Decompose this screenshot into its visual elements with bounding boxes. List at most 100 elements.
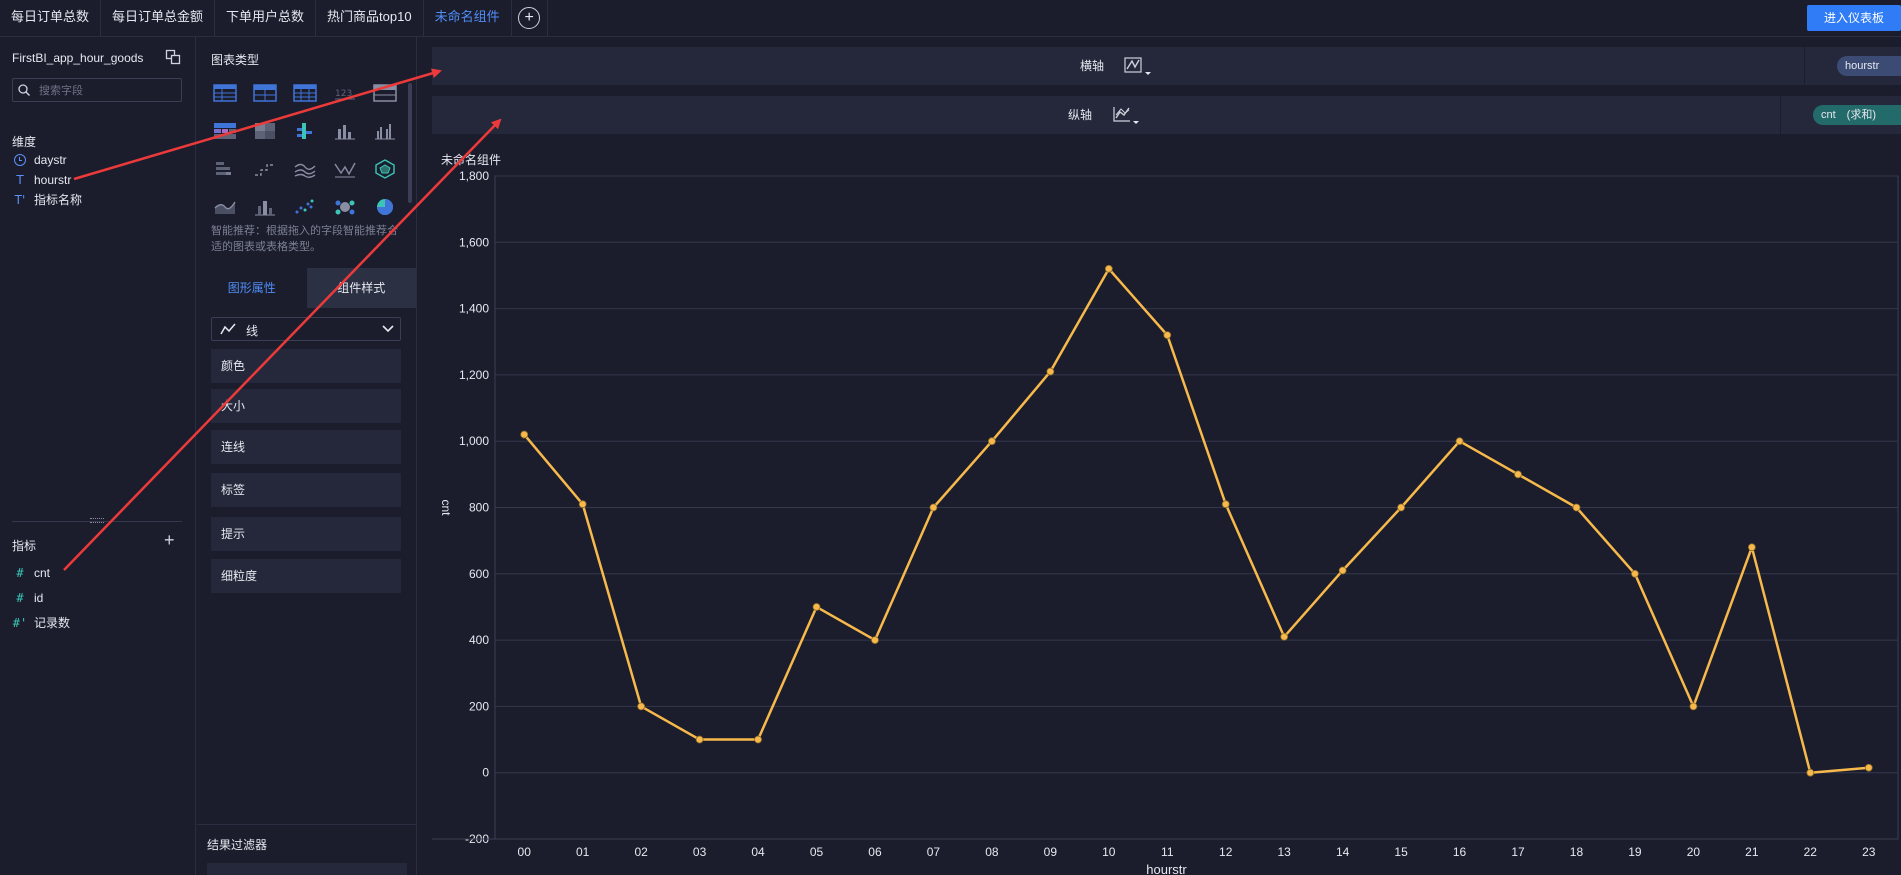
property-connect-line[interactable]: 连线 bbox=[211, 430, 401, 464]
measure-field-record-count[interactable]: #' 记录数 bbox=[12, 613, 70, 633]
field-search-box bbox=[12, 78, 182, 102]
radar-line-icon[interactable] bbox=[331, 155, 359, 183]
chart-type-grid: 123 bbox=[211, 79, 405, 231]
x-axis-shelf[interactable]: 横轴 hourstr bbox=[432, 47, 1901, 85]
detail-table-icon[interactable] bbox=[371, 79, 399, 107]
data-point bbox=[1864, 763, 1873, 772]
waterfall-chart-icon[interactable] bbox=[291, 117, 319, 145]
y-axis-title: cnt bbox=[439, 499, 453, 516]
property-color[interactable]: 颜色 bbox=[211, 349, 401, 383]
data-point bbox=[1221, 500, 1230, 509]
grouped-table-icon[interactable] bbox=[251, 79, 279, 107]
table-chart-icon[interactable] bbox=[211, 79, 239, 107]
x-axis-type-icon[interactable] bbox=[1124, 56, 1156, 78]
y-tick-label: 400 bbox=[469, 633, 489, 647]
data-point bbox=[1806, 768, 1815, 777]
property-label[interactable]: 标签 bbox=[211, 473, 401, 507]
x-tick-label: 07 bbox=[927, 845, 941, 859]
grouped-bar-icon[interactable] bbox=[371, 117, 399, 145]
chart-property-panel: 图表类型 123 智能推荐：根据拖入的字段智能推荐合适的图表或表格类型。 图形属… bbox=[197, 37, 417, 875]
data-point bbox=[929, 503, 938, 512]
x-field-pill[interactable]: hourstr bbox=[1837, 56, 1901, 76]
tab-order-user-count[interactable]: 下单用户总数 bbox=[215, 0, 317, 36]
pie-chart-icon[interactable] bbox=[371, 193, 399, 221]
tab-daily-order-count[interactable]: 每日订单总数 bbox=[0, 0, 102, 36]
scatter-chart-icon[interactable] bbox=[291, 193, 319, 221]
property-size[interactable]: 大小 bbox=[211, 389, 401, 423]
heatmap-table-icon[interactable] bbox=[211, 117, 239, 145]
area-chart-icon[interactable] bbox=[211, 193, 239, 221]
x-tick-label: 15 bbox=[1394, 845, 1408, 859]
hash-icon: # bbox=[16, 566, 24, 580]
property-granularity[interactable]: 细粒度 bbox=[211, 559, 401, 593]
kpi-number-icon[interactable]: 123 bbox=[331, 79, 359, 107]
x-tick-label: 11 bbox=[1161, 845, 1174, 859]
y-tick-label: 0 bbox=[482, 766, 489, 780]
x-axis-label: 横轴 bbox=[1080, 59, 1105, 73]
enter-dashboard-button[interactable]: 进入仪表板 bbox=[1807, 5, 1901, 31]
tab-component-style[interactable]: 组件样式 bbox=[306, 268, 416, 308]
x-tick-label: 22 bbox=[1804, 845, 1818, 859]
svg-text:123: 123 bbox=[335, 89, 352, 99]
y-axis-type-icon[interactable] bbox=[1112, 105, 1144, 127]
add-tab-button[interactable]: + bbox=[512, 0, 548, 36]
dimension-field-daystr[interactable]: daystr bbox=[12, 150, 67, 170]
property-tooltip[interactable]: 提示 bbox=[211, 517, 401, 551]
measure-field-label: 记录数 bbox=[34, 616, 71, 630]
step-chart-icon[interactable] bbox=[251, 155, 279, 183]
switch-dataset-icon[interactable] bbox=[165, 49, 181, 65]
multi-line-icon[interactable] bbox=[291, 155, 319, 183]
clock-icon bbox=[14, 154, 26, 166]
result-filter-dropzone[interactable] bbox=[207, 863, 407, 875]
data-point bbox=[871, 636, 879, 645]
x-tick-label: 16 bbox=[1453, 845, 1467, 859]
data-point bbox=[695, 735, 704, 744]
panel-scrollbar[interactable] bbox=[408, 83, 412, 203]
dimension-field-metric-name[interactable]: T' 指标名称 bbox=[12, 190, 82, 210]
field-search-input[interactable] bbox=[37, 81, 181, 101]
text-type-icon: T' bbox=[14, 193, 26, 207]
bubble-chart-icon[interactable] bbox=[331, 193, 359, 221]
x-tick-label: 03 bbox=[693, 845, 707, 859]
y-tick-label: 600 bbox=[469, 567, 489, 581]
data-point bbox=[812, 603, 821, 611]
x-tick-label: 06 bbox=[868, 845, 882, 859]
measure-field-cnt[interactable]: # cnt bbox=[12, 563, 50, 583]
stacked-bar-icon[interactable] bbox=[251, 193, 279, 221]
property-tabs: 图形属性 组件样式 bbox=[197, 268, 416, 308]
marker-type-select[interactable]: 线 bbox=[211, 317, 401, 341]
horizontal-bar-icon[interactable] bbox=[211, 155, 239, 183]
tab-hot-goods-top10[interactable]: 热门商品top10 bbox=[316, 0, 424, 36]
component-title: 未命名组件 bbox=[441, 153, 502, 167]
marker-type-label: 线 bbox=[246, 324, 259, 338]
measure-field-label: id bbox=[34, 591, 44, 605]
x-tick-label: 05 bbox=[810, 845, 824, 859]
y-field-pill[interactable]: cnt (求和) bbox=[1813, 105, 1901, 125]
data-point bbox=[1572, 503, 1581, 512]
color-block-icon[interactable] bbox=[251, 117, 279, 145]
splitter-drag-handle[interactable] bbox=[90, 518, 104, 523]
cross-table-icon[interactable] bbox=[291, 79, 319, 107]
radar-chart-icon[interactable] bbox=[371, 155, 399, 183]
filter-separator bbox=[197, 824, 416, 825]
add-measure-button[interactable]: + bbox=[164, 530, 175, 550]
line-chart-icon bbox=[220, 323, 236, 335]
smart-recommend-tip: 智能推荐：根据拖入的字段智能推荐合适的图表或表格类型。 bbox=[211, 225, 398, 253]
dimension-field-hourstr[interactable]: T hourstr bbox=[12, 170, 71, 190]
data-point bbox=[520, 430, 529, 439]
y-tick-label: 1,200 bbox=[459, 368, 489, 382]
shelf-divider bbox=[1804, 47, 1805, 85]
dataset-name: FirstBI_app_hour_goods bbox=[12, 51, 144, 65]
tab-graph-properties[interactable]: 图形属性 bbox=[197, 268, 307, 308]
y-axis-shelf[interactable]: 纵轴 cnt (求和) bbox=[432, 96, 1901, 134]
data-point bbox=[1163, 331, 1172, 340]
data-point bbox=[1397, 503, 1406, 512]
x-tick-label: 09 bbox=[1044, 845, 1058, 859]
measure-field-id[interactable]: # id bbox=[12, 588, 43, 608]
data-point bbox=[1747, 543, 1756, 552]
tab-unnamed-component[interactable]: 未命名组件 bbox=[424, 0, 512, 36]
x-tick-label: 23 bbox=[1862, 845, 1876, 859]
tab-daily-order-amount[interactable]: 每日订单总金额 bbox=[101, 0, 216, 36]
x-tick-label: 20 bbox=[1687, 845, 1701, 859]
bar-chart-icon[interactable] bbox=[331, 117, 359, 145]
